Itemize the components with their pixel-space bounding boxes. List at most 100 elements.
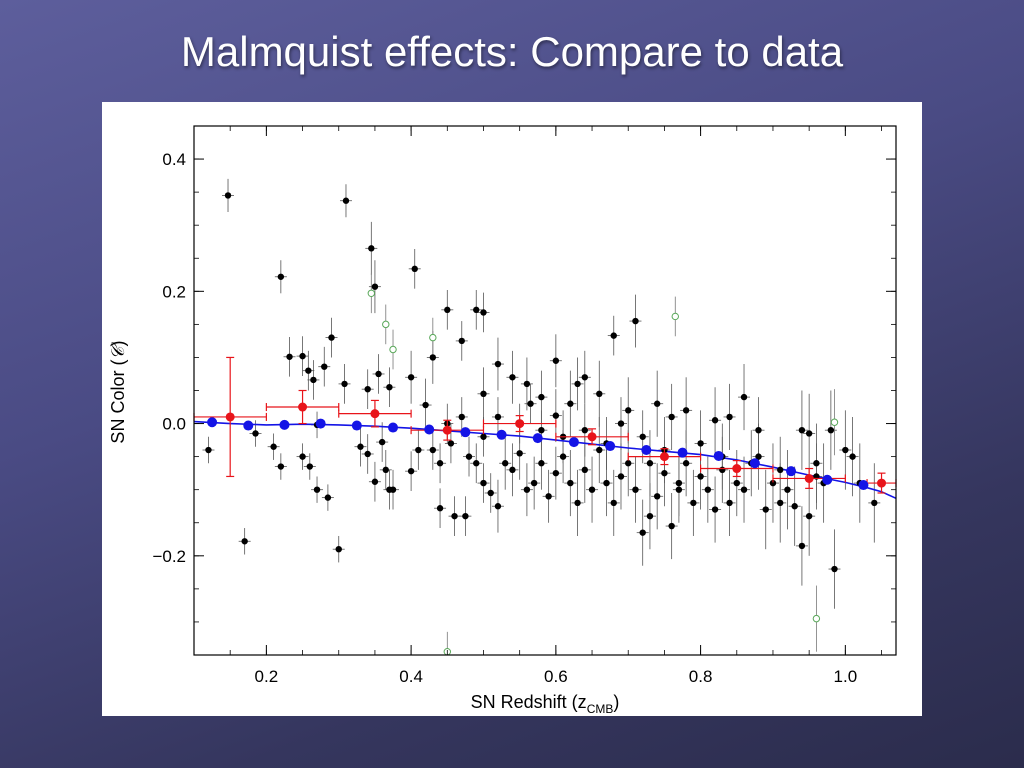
- data-point: [364, 450, 371, 458]
- data-point: [530, 479, 538, 487]
- data-point: [415, 446, 422, 454]
- model-curve: [193, 420, 897, 500]
- data-point: [552, 469, 560, 477]
- data-point: [429, 446, 437, 454]
- data-point: [378, 438, 386, 446]
- binned-point: [225, 412, 235, 422]
- excluded-point: [367, 289, 376, 297]
- data-point: [711, 506, 719, 513]
- model-point: [858, 480, 869, 491]
- x-tick-label: 1.0: [834, 667, 858, 686]
- data-point: [653, 493, 661, 500]
- data-point: [458, 337, 465, 345]
- data-point: [241, 538, 248, 545]
- data-point: [389, 486, 397, 493]
- excluded-point: [812, 614, 821, 623]
- data-point: [711, 417, 719, 424]
- model-point: [460, 427, 471, 438]
- data-point: [538, 393, 545, 401]
- data-point: [581, 374, 589, 381]
- data-point: [668, 522, 675, 530]
- data-point: [429, 354, 437, 361]
- data-point: [501, 460, 509, 467]
- data-point: [675, 479, 683, 487]
- data-point: [473, 306, 480, 314]
- data-point: [368, 245, 375, 252]
- binned-point: [732, 464, 742, 474]
- data-point: [567, 479, 574, 487]
- y-tick-label: 0.2: [162, 282, 186, 301]
- model-point: [641, 445, 652, 456]
- excluded-point: [429, 333, 437, 342]
- data-point: [632, 486, 639, 493]
- data-point: [286, 353, 293, 360]
- data-point: [805, 512, 813, 520]
- data-point: [516, 450, 523, 457]
- data-point: [205, 446, 212, 454]
- binned-point: [877, 478, 887, 488]
- data-point: [697, 473, 704, 480]
- data-point: [407, 467, 415, 475]
- data-point: [726, 499, 733, 507]
- data-point: [321, 363, 328, 370]
- model-curve-group: [193, 420, 897, 500]
- data-point: [653, 400, 661, 407]
- data-point: [740, 393, 748, 401]
- data-point: [422, 401, 429, 409]
- x-axis-label-main: SN Redshift (z: [471, 692, 587, 712]
- data-point: [335, 546, 342, 553]
- data-point: [740, 486, 748, 493]
- data-point: [252, 430, 259, 437]
- data-point: [538, 426, 545, 434]
- data-point: [324, 494, 332, 501]
- model-point: [713, 450, 724, 461]
- error-bars: [202, 178, 881, 655]
- data-point: [509, 466, 516, 474]
- binned-point: [659, 452, 669, 462]
- y-tick-label: 0.0: [162, 415, 186, 434]
- model-point: [749, 458, 760, 469]
- y-axis-label-close: ): [108, 340, 128, 346]
- model-point: [786, 466, 797, 477]
- data-point: [277, 463, 285, 470]
- data-point: [494, 503, 502, 510]
- data-points: [193, 192, 897, 656]
- binned-point: [587, 432, 597, 442]
- data-point: [357, 443, 364, 450]
- data-point: [682, 407, 690, 414]
- excluded-point: [671, 312, 679, 321]
- data-point: [827, 426, 835, 434]
- data-point: [755, 426, 762, 434]
- data-point: [596, 446, 603, 454]
- data-point: [545, 493, 552, 500]
- scatter-chart: 0.2 0.4 0.6 0.8 1.0 0.4 0.2 0.0 −0.2 SN Redshift…: [108, 125, 897, 716]
- data-point: [603, 479, 610, 487]
- data-point: [733, 479, 740, 487]
- data-point: [509, 374, 516, 381]
- x-tick-label: 0.2: [255, 667, 279, 686]
- data-point: [581, 466, 589, 474]
- data-point: [617, 473, 625, 480]
- binned-point: [370, 409, 380, 419]
- model-point: [315, 418, 326, 429]
- data-point: [831, 565, 838, 573]
- data-point: [704, 486, 712, 493]
- data-point: [494, 413, 502, 421]
- data-point: [313, 486, 321, 493]
- data-point: [375, 370, 382, 378]
- data-point: [411, 265, 418, 273]
- data-point: [444, 306, 451, 314]
- x-axis-label: SN Redshift (zCMB): [471, 692, 620, 716]
- data-point: [480, 309, 487, 316]
- data-point: [341, 380, 348, 388]
- data-point: [371, 283, 379, 290]
- data-point: [567, 400, 574, 407]
- model-point: [424, 424, 435, 435]
- x-tick-label: 0.4: [399, 667, 423, 686]
- data-point: [480, 390, 487, 398]
- data-point: [791, 503, 798, 510]
- data-point: [690, 499, 697, 507]
- slide-title: Malmquist effects: Compare to data: [180, 28, 844, 75]
- data-point: [574, 499, 581, 507]
- data-point: [527, 400, 534, 407]
